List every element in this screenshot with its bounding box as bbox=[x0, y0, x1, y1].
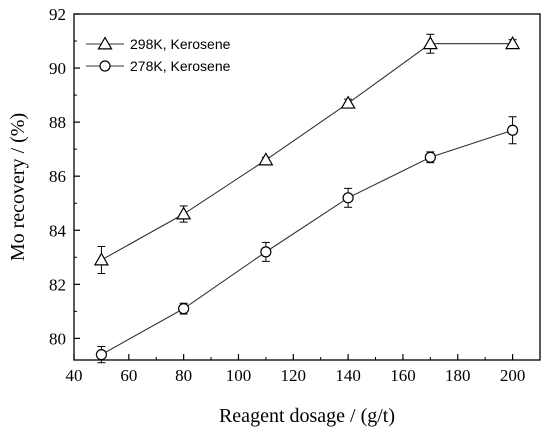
legend-label-2: 278K, Kerosene bbox=[130, 58, 231, 74]
series-2 bbox=[95, 116, 519, 364]
x-tick-label-120: 120 bbox=[281, 366, 307, 385]
data-point bbox=[424, 151, 436, 163]
x-axis-label: Reagent dosage / (g/t) bbox=[219, 405, 395, 427]
data-point bbox=[258, 152, 274, 166]
y-tick-label-86: 86 bbox=[49, 167, 66, 186]
data-point bbox=[178, 303, 190, 315]
y-tick-label-84: 84 bbox=[49, 221, 67, 240]
x-tick-label-100: 100 bbox=[226, 366, 252, 385]
plot-frame bbox=[73, 13, 541, 361]
data-point bbox=[95, 348, 108, 361]
x-tick-label-160: 160 bbox=[390, 366, 416, 385]
data-point bbox=[176, 206, 192, 220]
data-point bbox=[342, 192, 354, 204]
series-line-2 bbox=[101, 129, 513, 356]
x-tick-label-180: 180 bbox=[445, 366, 471, 385]
legend-label-1: 298K, Kerosene bbox=[130, 36, 231, 52]
legend-marker-2 bbox=[99, 60, 111, 72]
data-point bbox=[260, 246, 272, 258]
series-1 bbox=[93, 33, 521, 274]
data-point bbox=[93, 252, 109, 266]
x-tick-label-60: 60 bbox=[120, 366, 137, 385]
y-axis-label: Mo recovery / (%) bbox=[7, 113, 29, 261]
legend-marker-1 bbox=[97, 36, 113, 50]
series-line-1 bbox=[101, 43, 513, 261]
y-tick-label-82: 82 bbox=[49, 275, 66, 294]
y-tick-label-88: 88 bbox=[49, 113, 66, 132]
x-tick-label-200: 200 bbox=[500, 366, 526, 385]
series-layer bbox=[93, 33, 521, 364]
data-point bbox=[340, 95, 356, 109]
x-tick-label-80: 80 bbox=[175, 366, 192, 385]
data-point bbox=[505, 36, 521, 50]
y-tick-label-92: 92 bbox=[49, 5, 66, 24]
legend: 298K, Kerosene 278K, Kerosene bbox=[86, 36, 231, 74]
y-tick-label-90: 90 bbox=[49, 59, 66, 78]
x-tick-label-40: 40 bbox=[66, 366, 83, 385]
y-tick-label-80: 80 bbox=[49, 329, 66, 348]
x-tick-label-140: 140 bbox=[335, 366, 361, 385]
ticks-layer: 40 60 80 100 120 140 160 180 200 80 82 84 86 88 90 92 bbox=[49, 5, 525, 385]
data-point bbox=[422, 36, 438, 50]
data-point bbox=[506, 124, 519, 136]
